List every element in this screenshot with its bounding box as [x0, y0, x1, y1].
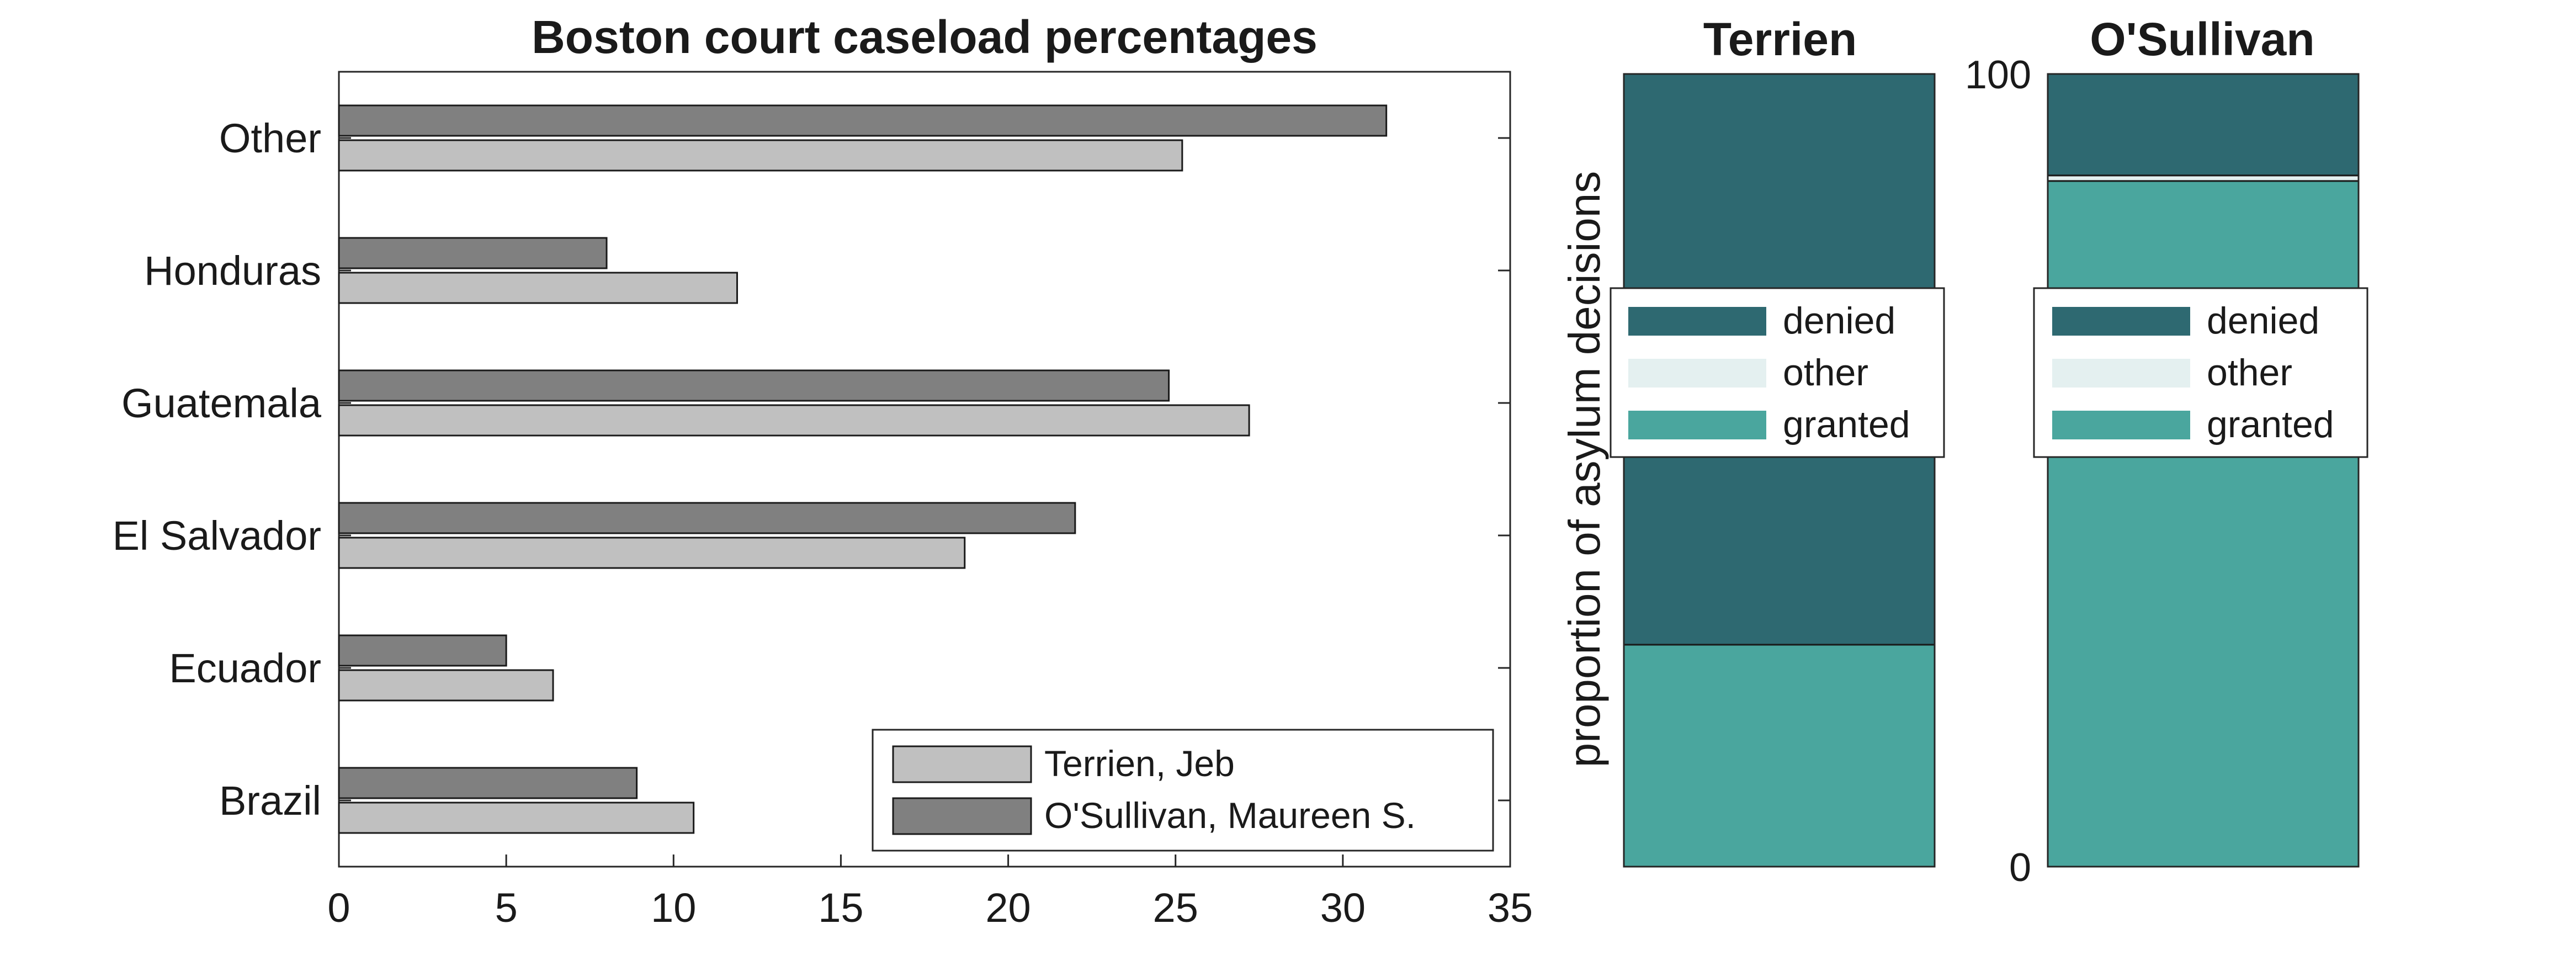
bar-osullivan-honduras — [338, 237, 608, 269]
x-tick-label-35: 35 — [1488, 885, 1533, 931]
osullivan-axes-box — [2047, 73, 2360, 868]
caseload-x-tick-labels: 0 5 10 15 20 25 30 35 — [327, 854, 1533, 931]
osullivan-title: O'Sullivan — [2090, 13, 2314, 65]
y-tick-label-honduras: Honduras — [144, 248, 321, 294]
legend-label-terrien: Terrien, Jeb — [1044, 743, 1235, 784]
terrien-legend: denied other granted — [1610, 287, 1945, 458]
terrien-legend-swatch-denied — [1628, 307, 1766, 336]
osullivan-legend-swatch-granted — [2052, 411, 2190, 439]
y-tick-label-guatemala: Guatemala — [121, 380, 322, 426]
y-axis-label: proportion of asylum decisions — [1560, 171, 1609, 768]
legend-swatch-osullivan — [892, 797, 1032, 835]
caseload-bars — [338, 104, 1388, 834]
bar-osullivan-guatemala — [338, 369, 1170, 402]
terrien-legend-label-denied: denied — [1783, 300, 1895, 342]
terrien-stack — [1623, 73, 1936, 868]
y-tick-label-100: 100 — [1965, 53, 2031, 97]
y-tick-label-other: Other — [219, 115, 321, 161]
x-tick-label-5: 5 — [495, 885, 518, 931]
caseload-title: Boston court caseload percentages — [532, 11, 1318, 63]
x-tick-label-20: 20 — [985, 885, 1031, 931]
segment-granted — [1623, 644, 1936, 868]
osullivan-legend-label-granted: granted — [2207, 404, 2334, 445]
osullivan-legend: denied other granted — [2033, 287, 2368, 458]
segment-other — [2047, 174, 2360, 182]
bar-terrien-brazil — [338, 802, 695, 834]
y-tick-label-el-salvador: El Salvador — [113, 513, 321, 559]
osullivan-legend-label-denied: denied — [2207, 300, 2319, 342]
osullivan-decisions-chart: O'Sullivan 100 0 denied other granted — [1965, 13, 2368, 890]
caseload-chart: Boston court caseload percentages Brazil… — [113, 11, 1533, 931]
osullivan-legend-label-other: other — [2207, 352, 2292, 394]
bar-terrien-guatemala — [338, 404, 1250, 437]
bar-terrien-ecuador — [338, 669, 554, 702]
terrien-decisions-chart: Terrien proportion of asylum decisions d… — [1560, 13, 1945, 868]
terrien-legend-label-granted: granted — [1783, 404, 1910, 445]
terrien-legend-swatch-granted — [1628, 411, 1766, 439]
bar-osullivan-other — [338, 104, 1388, 137]
osullivan-legend-swatch-other — [2052, 359, 2190, 388]
y-tick-label-brazil: Brazil — [219, 778, 321, 824]
x-tick-label-10: 10 — [651, 885, 696, 931]
terrien-axes-box — [1623, 73, 1936, 868]
y-tick-label-ecuador: Ecuador — [169, 645, 321, 691]
x-tick-label-15: 15 — [818, 885, 863, 931]
bar-osullivan-el-salvador — [338, 502, 1076, 534]
bar-osullivan-ecuador — [338, 634, 507, 667]
legend-swatch-terrien — [892, 745, 1032, 783]
bar-osullivan-brazil — [338, 767, 638, 799]
bar-terrien-el-salvador — [338, 537, 966, 569]
terrien-legend-swatch-other — [1628, 359, 1766, 388]
x-tick-label-30: 30 — [1320, 885, 1366, 931]
caseload-legend: Terrien, Jeb O'Sullivan, Maureen S. — [872, 729, 1494, 852]
x-tick-label-25: 25 — [1153, 885, 1198, 931]
segment-granted — [2047, 180, 2360, 868]
terrien-legend-label-other: other — [1783, 352, 1868, 394]
legend-label-osullivan: O'Sullivan, Maureen S. — [1044, 795, 1416, 836]
bar-terrien-other — [338, 139, 1183, 172]
osullivan-stack — [2047, 73, 2360, 868]
caseload-y-tick-labels: Brazil Ecuador El Salvador Guatemala Hondura… — [113, 115, 1510, 824]
x-tick-label-0: 0 — [327, 885, 350, 931]
osullivan-legend-swatch-denied — [2052, 307, 2190, 336]
terrien-title: Terrien — [1703, 13, 1857, 65]
y-tick-label-0: 0 — [2009, 846, 2031, 890]
segment-denied — [2047, 73, 2360, 177]
bar-terrien-honduras — [338, 272, 738, 304]
